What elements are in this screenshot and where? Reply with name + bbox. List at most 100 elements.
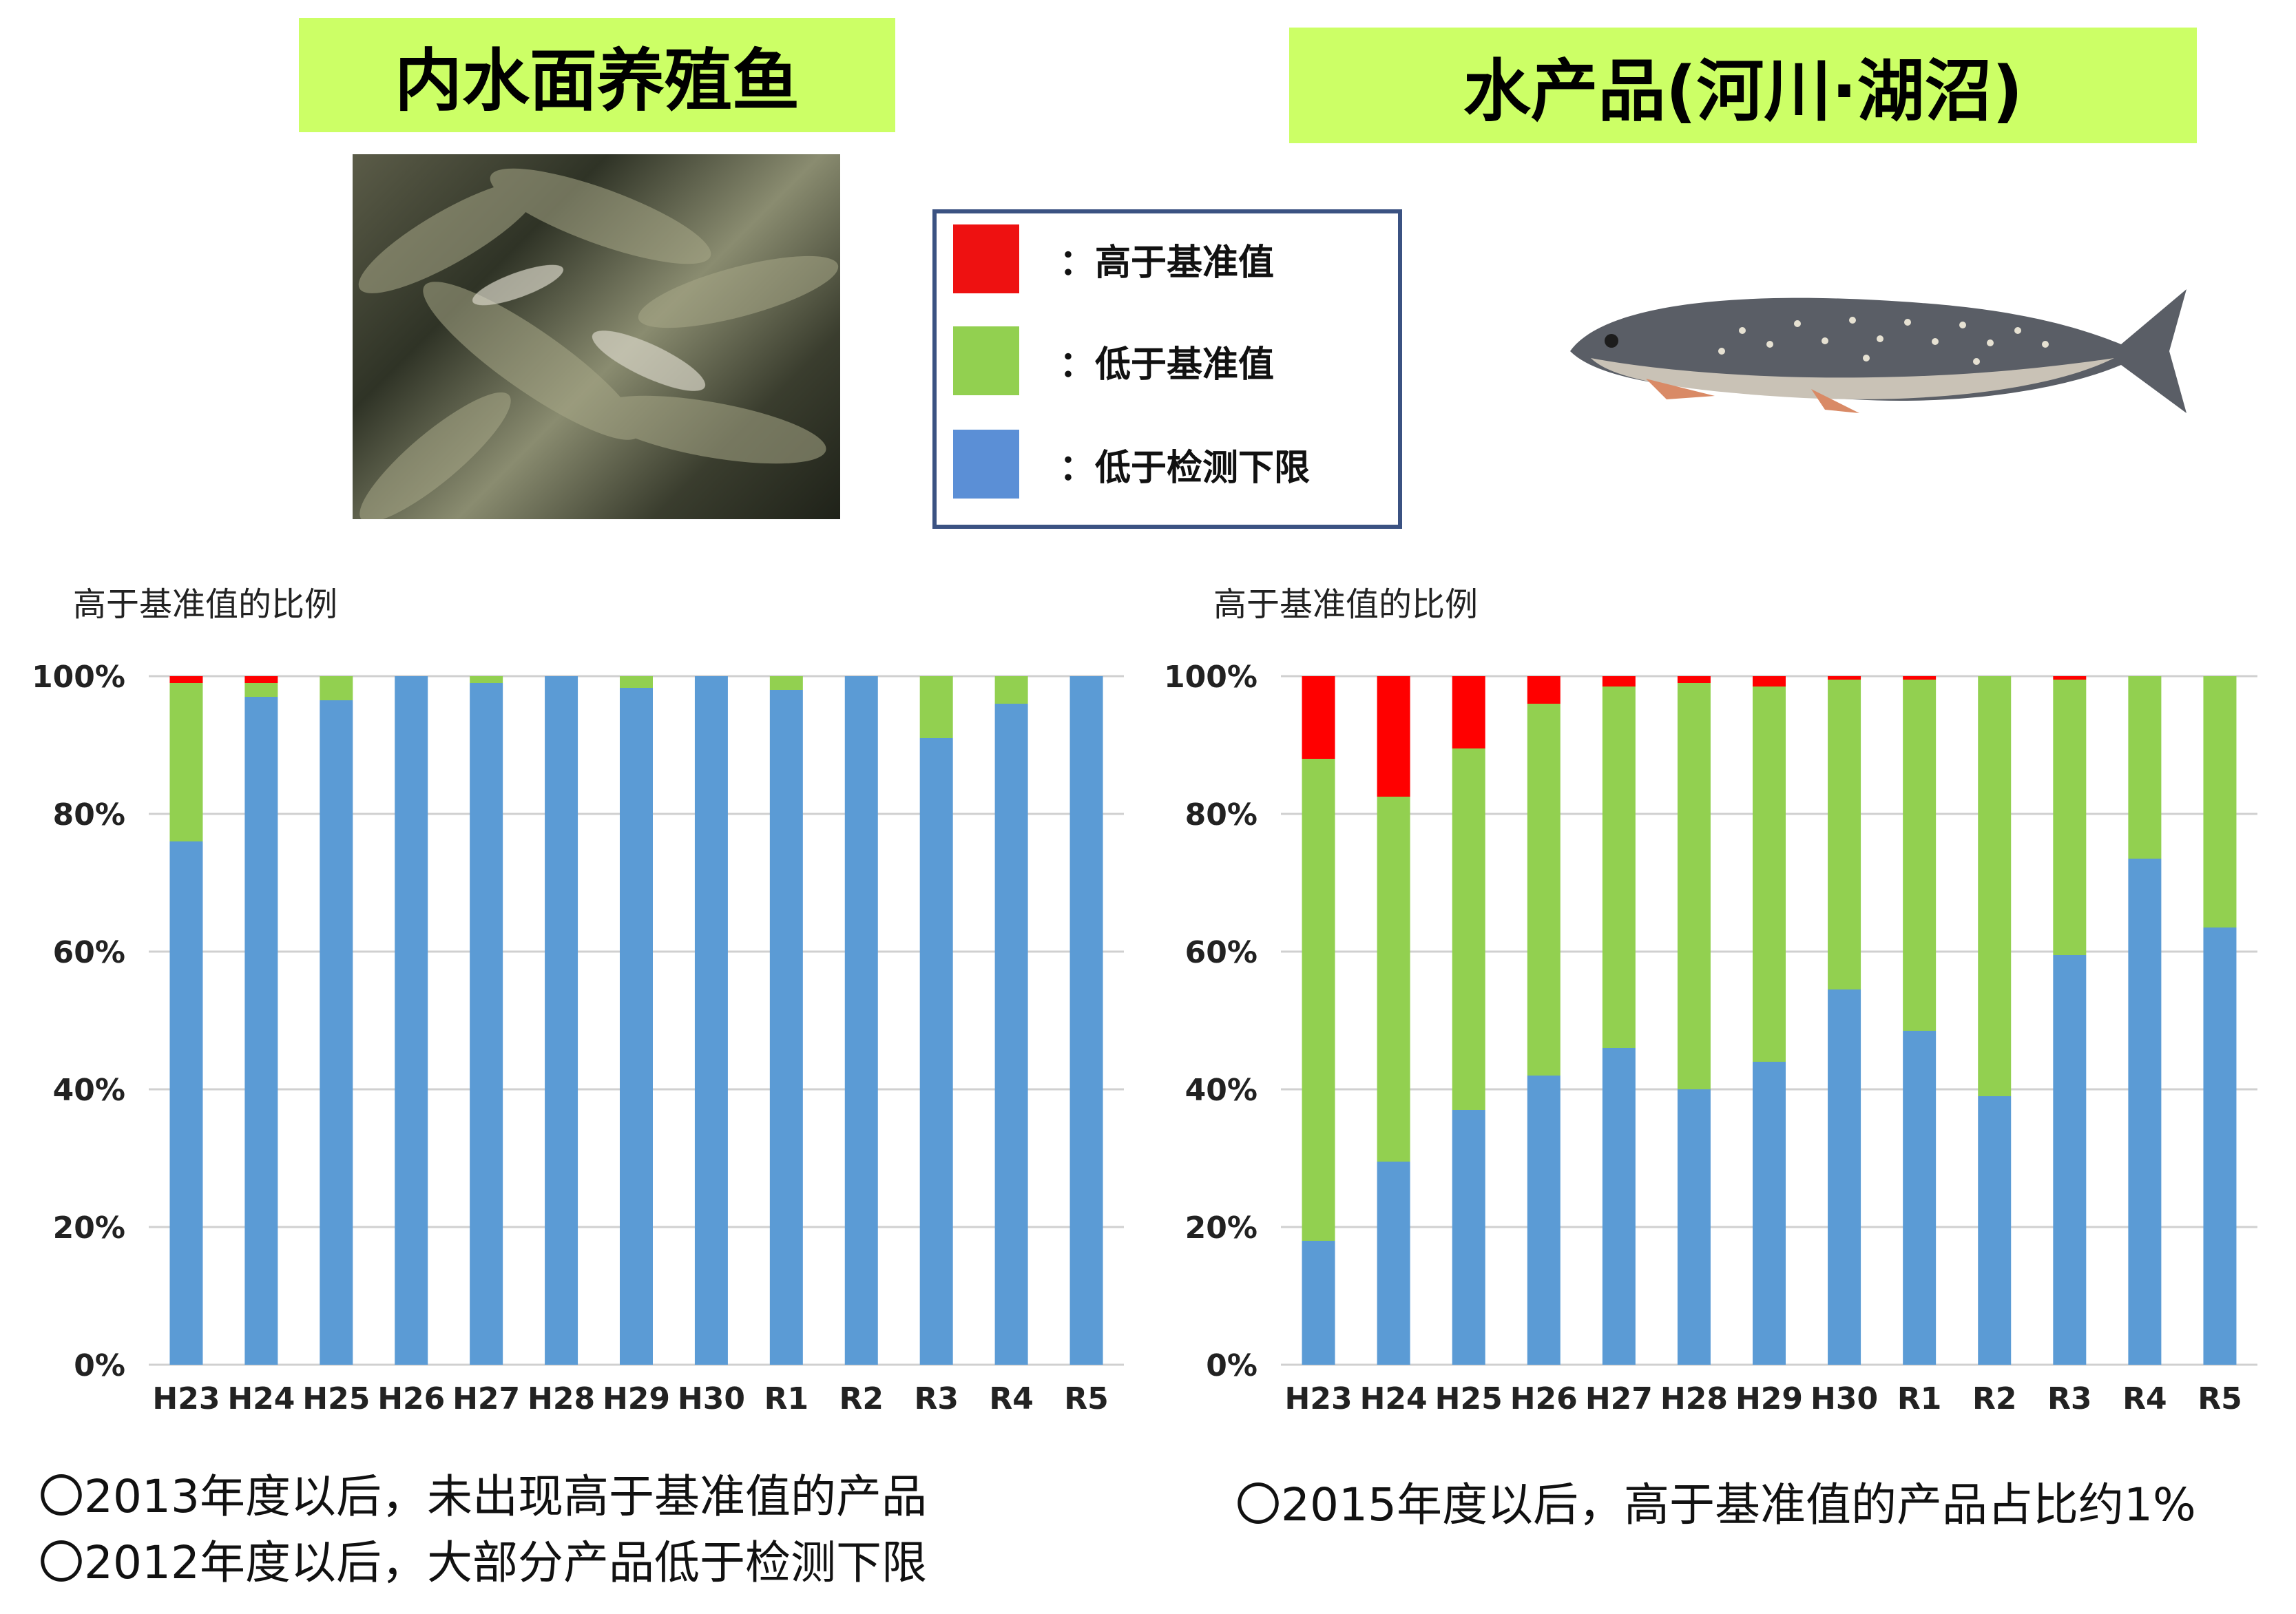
- bar-segment: [1377, 1162, 1410, 1365]
- bar-segment: [769, 690, 803, 1365]
- left-chart-title: 高于基准值的比例: [73, 585, 338, 624]
- bar-segment: [1377, 797, 1410, 1162]
- bar-segment: [1903, 1031, 1937, 1365]
- right-stacked-bar-chart: 0% 20% 40% 60% 80% 100% H23 H24 H25 H26 H27 H28 H29 H…: [1164, 660, 2257, 1416]
- y-tick-label: 0%: [74, 1348, 125, 1383]
- x-tick-label: R3: [914, 1381, 959, 1416]
- bar-segment: [395, 676, 428, 1365]
- bar-segment: [1377, 676, 1410, 797]
- bar-segment: [620, 676, 653, 688]
- x-tick-label: H30: [1810, 1381, 1878, 1416]
- bar-segment: [1903, 676, 1937, 680]
- x-tick-label: R1: [1897, 1381, 1942, 1416]
- legend-item-above-standard: ：高于基准值: [953, 224, 1274, 293]
- bar-segment: [1677, 683, 1711, 1089]
- x-tick-label: H26: [1510, 1381, 1578, 1416]
- legend-label: ：低于检测下限: [1059, 447, 1311, 489]
- bar-segment: [1978, 676, 2012, 1096]
- bar-segment: [1828, 680, 1861, 989]
- x-tick-label: R5: [1064, 1381, 1109, 1416]
- bar-segment: [2203, 927, 2237, 1365]
- bar-segment: [1753, 1062, 1786, 1365]
- bar-segment: [169, 683, 203, 841]
- bar-segment: [1069, 676, 1103, 1365]
- y-tick-label: 80%: [1185, 797, 1257, 832]
- bar-segment: [844, 676, 878, 1365]
- bar-segment: [919, 738, 953, 1365]
- bar-segment: [1452, 1110, 1485, 1365]
- x-tick-label: H23: [1285, 1381, 1353, 1416]
- x-tick-label: H30: [678, 1381, 745, 1416]
- right-section-title: 水产品(河川·湖沼): [1289, 28, 2197, 143]
- bar-segment: [694, 676, 728, 1365]
- bar-segment: [919, 676, 953, 738]
- bar-segment: [994, 704, 1028, 1365]
- y-tick-label: 80%: [53, 797, 125, 832]
- right-chart-title: 高于基准值的比例: [1213, 585, 1479, 624]
- legend-item-below-detection-limit: ：低于检测下限: [953, 430, 1310, 499]
- bar-segment: [2203, 676, 2237, 927]
- bar-segment: [1753, 687, 1786, 1062]
- x-tick-label: H24: [1360, 1381, 1428, 1416]
- legend-swatch-red: [953, 224, 1019, 293]
- bar-segment: [470, 683, 503, 1365]
- right-note-1: 〇2015年度以后，高于基准值的产品占比约1%: [1235, 1478, 2196, 1531]
- bar-segment: [470, 676, 503, 683]
- bar-segment: [244, 676, 278, 683]
- x-tick-label: R2: [839, 1381, 884, 1416]
- bar-segment: [2128, 859, 2162, 1365]
- bar-segment: [1527, 704, 1561, 1076]
- bar-segment: [1452, 748, 1485, 1110]
- bar-segment: [620, 688, 653, 1365]
- x-tick-label: H27: [452, 1381, 520, 1416]
- legend-label: ：低于基准值: [1059, 344, 1275, 386]
- x-tick-label: R2: [1972, 1381, 2017, 1416]
- y-tick-label: 20%: [53, 1210, 125, 1246]
- x-tick-label: R5: [2198, 1381, 2242, 1416]
- legend-swatch-blue: [953, 430, 1019, 499]
- x-tick-label: H28: [1660, 1381, 1728, 1416]
- bar-segment: [1302, 1241, 1335, 1365]
- bar-segment: [244, 697, 278, 1365]
- y-tick-label: 40%: [1185, 1073, 1257, 1108]
- bar-segment: [1753, 676, 1786, 687]
- bar-segment: [1903, 680, 1937, 1031]
- x-tick-label: R3: [2047, 1381, 2092, 1416]
- x-tick-label: H24: [227, 1381, 295, 1416]
- x-tick-label: H26: [377, 1381, 445, 1416]
- bar-segment: [320, 676, 353, 700]
- bar-segment: [1602, 687, 1636, 1048]
- x-tick-label: R4: [989, 1381, 1034, 1416]
- bar-segment: [2128, 676, 2162, 859]
- legend: ：高于基准值 ：低于基准值 ：低于检测下限: [932, 209, 1402, 529]
- left-note-2: 〇2012年度以后，大部分产品低于检测下限: [39, 1536, 927, 1589]
- bar-segment: [1828, 989, 1861, 1365]
- y-tick-label: 100%: [32, 660, 125, 695]
- y-tick-label: 60%: [1185, 935, 1257, 970]
- x-tick-label: H28: [528, 1381, 595, 1416]
- bar-segment: [769, 676, 803, 690]
- carp-photo: [353, 154, 840, 519]
- x-tick-label: H29: [603, 1381, 670, 1416]
- legend-label: ：高于基准值: [1059, 242, 1275, 284]
- y-tick-label: 60%: [53, 935, 125, 970]
- bar-segment: [1527, 676, 1561, 704]
- bar-segment: [1602, 676, 1636, 687]
- x-tick-label: R4: [2122, 1381, 2167, 1416]
- bar-segment: [2053, 955, 2087, 1365]
- bar-segment: [1602, 1048, 1636, 1365]
- bar-segment: [169, 841, 203, 1365]
- bar-segment: [244, 683, 278, 697]
- bar-segment: [1302, 676, 1335, 759]
- bar-segment: [2053, 680, 2087, 955]
- legend-swatch-green: [953, 326, 1019, 395]
- x-tick-label: H29: [1735, 1381, 1803, 1416]
- legend-item-below-standard: ：低于基准值: [953, 326, 1274, 395]
- bar-segment: [2053, 676, 2087, 680]
- x-tick-label: H27: [1585, 1381, 1653, 1416]
- trout-photo: [1563, 275, 2197, 427]
- left-stacked-bar-chart: 0% 20% 40% 60% 80% 100% H23 H24 H25 H26 H27 H28 H29 H…: [32, 660, 1124, 1416]
- bar-segment: [1677, 676, 1711, 683]
- y-tick-label: 0%: [1206, 1348, 1257, 1383]
- bar-segment: [1677, 1089, 1711, 1365]
